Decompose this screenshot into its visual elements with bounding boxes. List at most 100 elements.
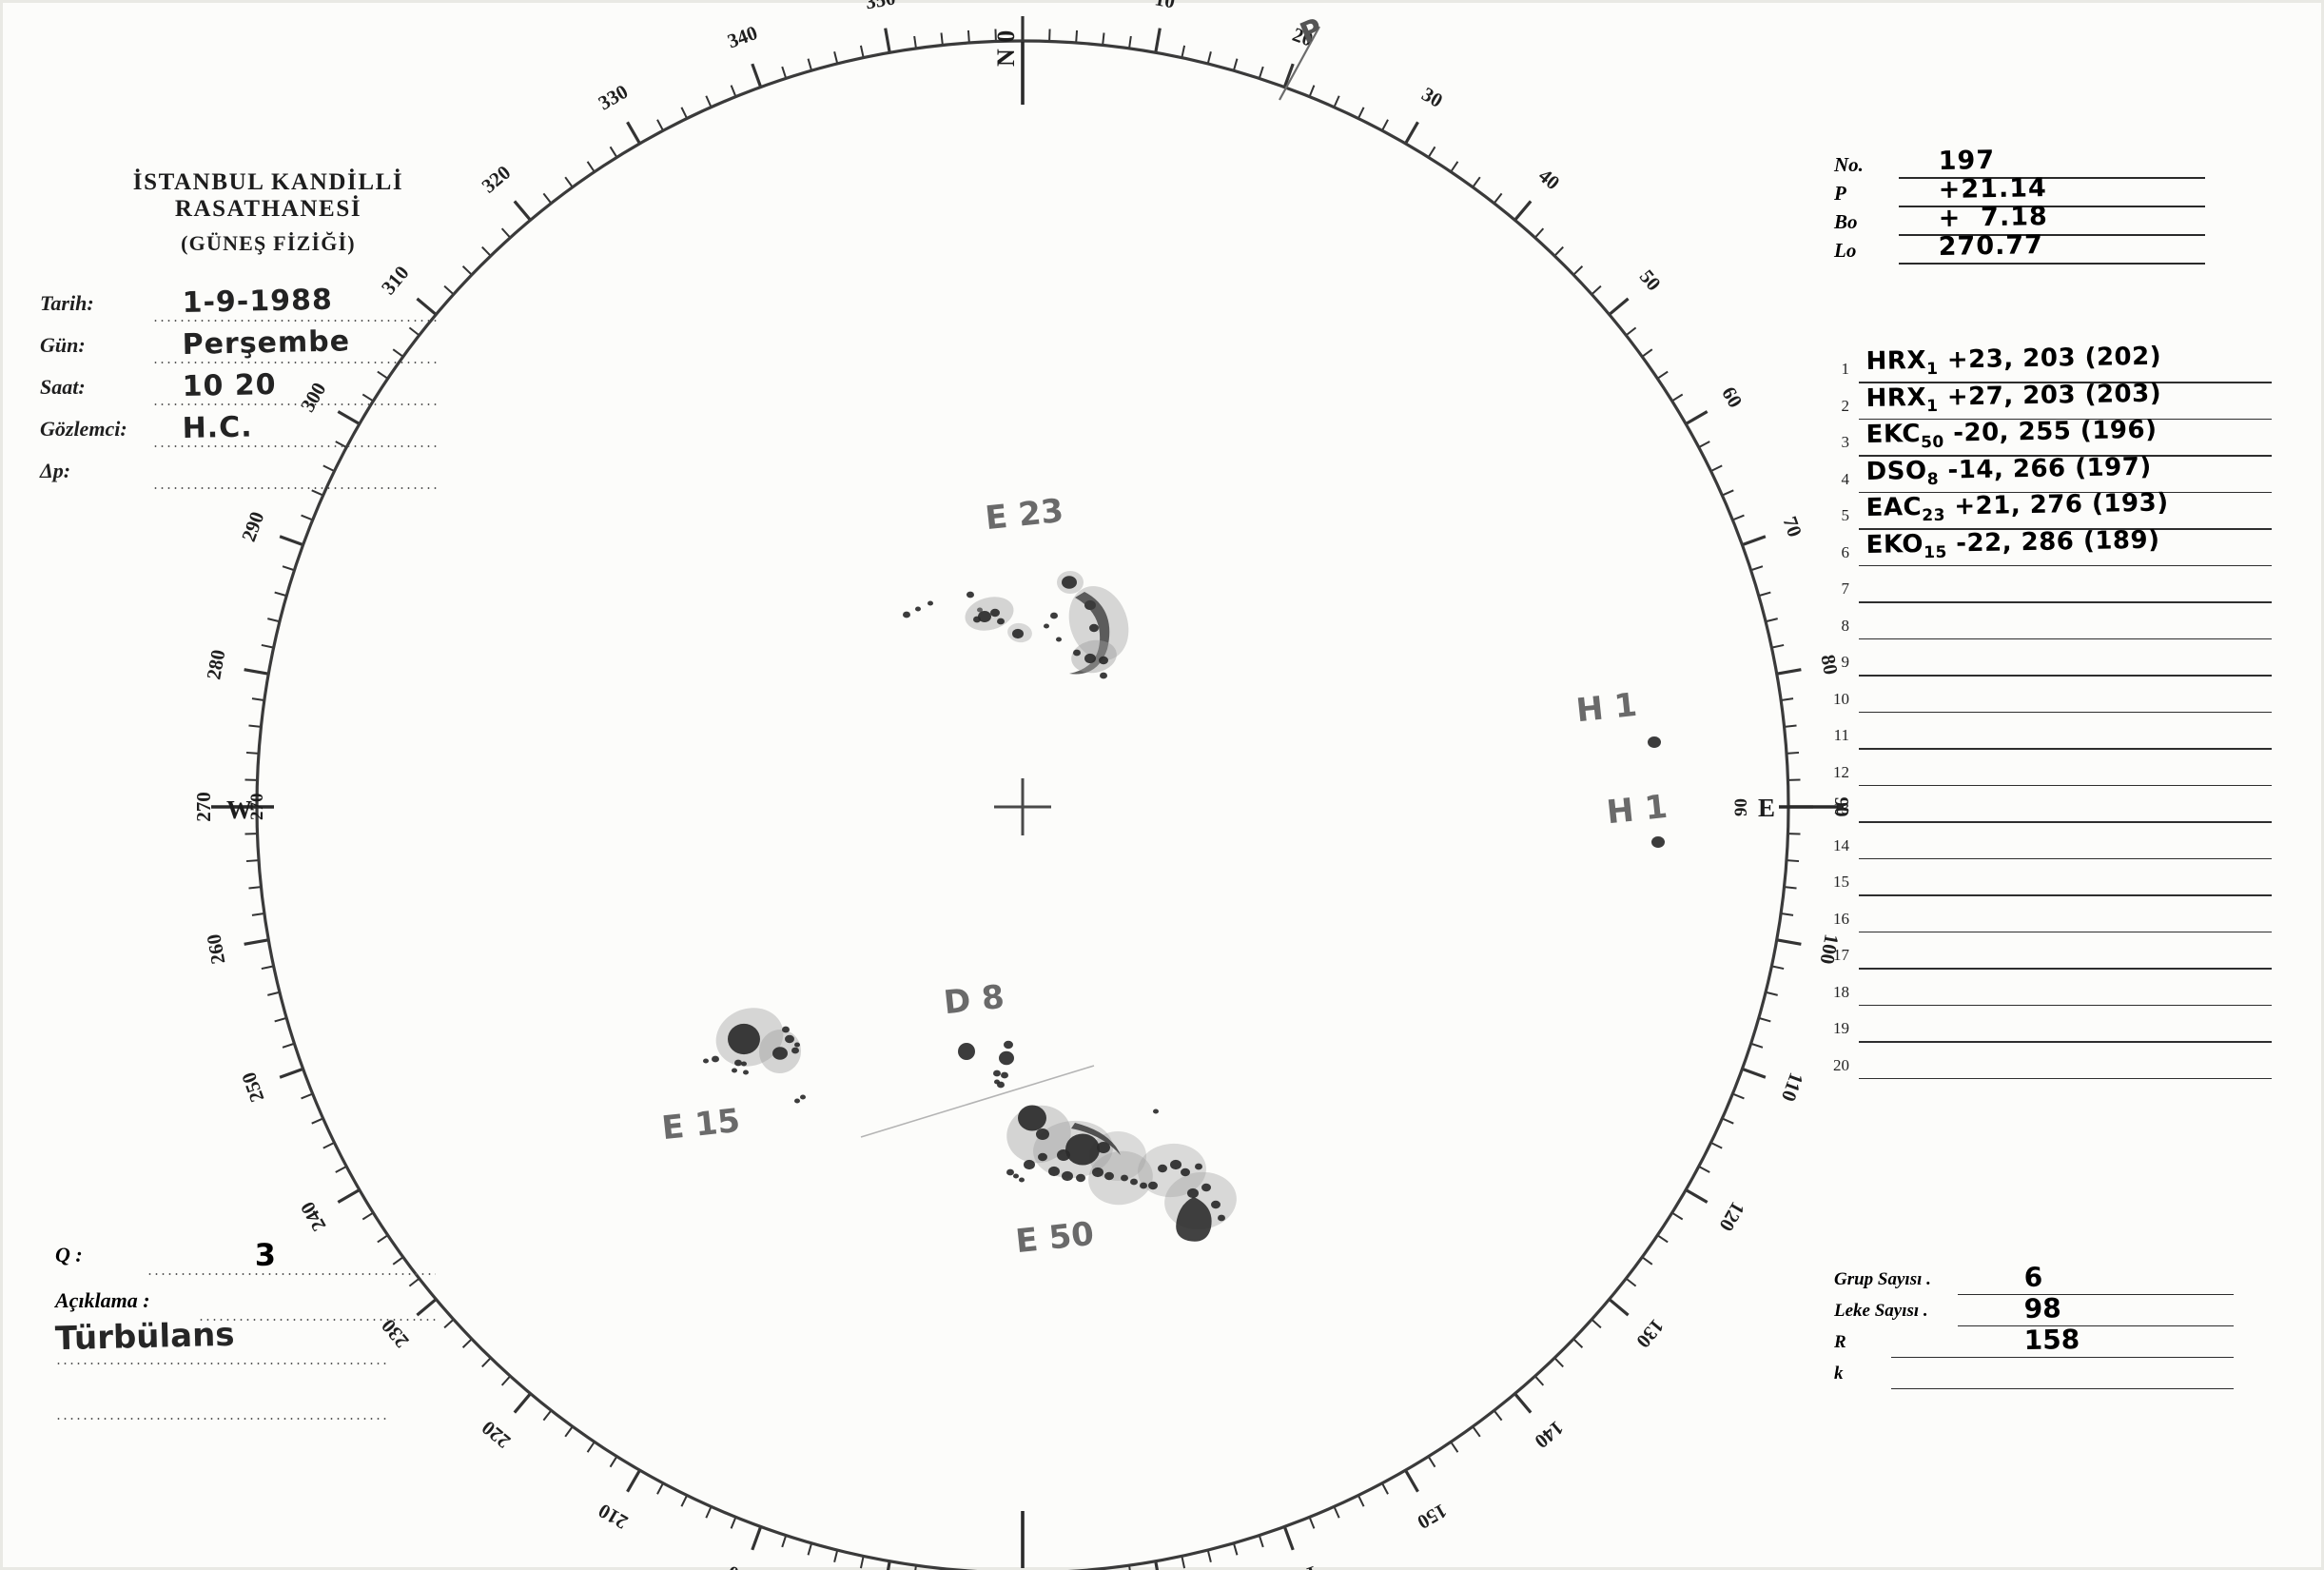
umbra (1153, 1109, 1159, 1114)
scale-tick (1427, 146, 1436, 158)
quality-value[interactable]: 3 (254, 1236, 277, 1273)
note-value[interactable]: Türbülans (54, 1315, 235, 1359)
quality-row-q: Q : 3 (55, 1237, 436, 1283)
group-rule (1859, 784, 2272, 786)
scale-tick (1381, 119, 1389, 131)
scale-label: 200 (725, 1561, 761, 1570)
observatory-name: İSTANBUL KANDİLLİ RASATHANESİ (132, 169, 404, 222)
pencil-guide-line (860, 1065, 1095, 1138)
umbra (712, 1055, 719, 1063)
group-entry[interactable]: DSO8 -14, 266 (197) (1865, 452, 2152, 489)
group-row-18: 18 (1825, 971, 2272, 1009)
summary-value[interactable]: 98 (2023, 1292, 2061, 1325)
group-entry[interactable]: EKC50 -20, 255 (196) (1865, 415, 2158, 453)
group-index: 19 (1833, 1019, 1849, 1037)
umbra (1158, 1164, 1167, 1173)
ephemeris-value[interactable]: 270.77 (1938, 230, 2044, 262)
scale-tick (282, 1042, 295, 1049)
group-row-7: 7 (1825, 568, 2272, 605)
disk-annotation-label: H 1 (1574, 686, 1639, 730)
record-field-label: Gözlemci: (40, 417, 127, 441)
summary-value[interactable]: 6 (2023, 1261, 2043, 1293)
group-entry[interactable]: HRX1 +27, 203 (203) (1865, 379, 2162, 416)
group-entry[interactable]: HRX1 +23, 203 (202) (1865, 342, 2162, 380)
record-field-value[interactable]: 10 20 (182, 367, 277, 403)
ephemeris-value[interactable]: +21.14 (1938, 173, 2048, 205)
group-row-15: 15 (1825, 861, 2272, 898)
umbra (1218, 1214, 1225, 1222)
group-row-13: 13 (1825, 788, 2272, 825)
ephemeris-rule (1899, 263, 2205, 265)
scale-tick (1732, 1092, 1745, 1100)
scale-tick (244, 668, 269, 676)
group-index: 16 (1833, 909, 1849, 928)
ephemeris-value[interactable]: + 7.18 (1938, 201, 2049, 233)
scale-tick (311, 1117, 324, 1125)
summary-rule (1958, 1325, 2234, 1326)
scale-tick (377, 370, 389, 380)
scale-tick (392, 348, 404, 358)
group-rule (1859, 894, 2272, 896)
group-entry[interactable]: EKO15 -22, 286 (189) (1865, 525, 2160, 562)
scale-tick (481, 245, 492, 257)
group-index: 12 (1833, 762, 1849, 781)
group-index: 1 (1841, 360, 1850, 378)
scale-tick (1514, 200, 1533, 222)
umbra (958, 1043, 975, 1060)
scale-tick (914, 1565, 917, 1570)
group-row-8: 8 (1825, 605, 2272, 642)
record-field-value[interactable]: Perşembe (182, 324, 351, 362)
scale-tick (1625, 326, 1637, 337)
group-index: 8 (1841, 616, 1850, 635)
group-rule (1859, 1041, 2272, 1043)
scale-tick (542, 1409, 553, 1422)
umbra (791, 1047, 799, 1054)
scale-tick (626, 121, 641, 145)
scale-tick (1533, 227, 1545, 239)
scale-tick (1750, 565, 1764, 572)
umbra (1211, 1200, 1221, 1209)
scale-tick (1786, 859, 1800, 863)
scale-tick (564, 176, 574, 188)
umbra (1148, 1181, 1158, 1190)
scale-tick (311, 489, 324, 497)
umbra (1013, 1173, 1019, 1179)
scale-tick (886, 1560, 891, 1570)
scale-tick (1493, 1409, 1503, 1422)
group-index: 2 (1841, 396, 1850, 415)
group-index: 17 (1833, 946, 1849, 964)
group-index: 3 (1841, 433, 1850, 451)
group-rule (1859, 857, 2272, 859)
record-field-1: Gün: Perşembe (40, 324, 439, 369)
group-rule (1859, 382, 2272, 383)
scale-tick (807, 1542, 813, 1556)
scale-tick (1758, 591, 1771, 598)
scale-tick (1685, 1188, 1709, 1204)
summary-value[interactable]: 158 (2023, 1323, 2080, 1356)
group-index: 20 (1833, 1055, 1849, 1074)
ephemeris-rule (1899, 234, 2205, 236)
record-field-rule (152, 320, 439, 322)
group-index: 14 (1833, 835, 1849, 854)
record-field-value[interactable]: 1-9-1988 (182, 283, 334, 320)
observatory-department: (GÜNEŞ FİZİĞİ) (181, 231, 356, 255)
scale-tick (245, 859, 260, 863)
sunspot-group-table: 1 HRX1 +23, 203 (202) 2 HRX1 +27, 203 (203)… (1825, 343, 2272, 1081)
umbra (993, 1070, 1001, 1077)
quality-dotted-rule (146, 1273, 436, 1275)
scale-tick (1206, 51, 1212, 65)
scale-tick (1741, 535, 1767, 547)
scale-tick (680, 107, 689, 119)
umbra (1062, 1170, 1073, 1182)
umbra (1018, 1105, 1046, 1131)
group-rule (1859, 1004, 2272, 1006)
scale-tick (461, 265, 473, 276)
record-field-value[interactable]: H.C. (182, 410, 253, 445)
scale-tick (1154, 1560, 1160, 1570)
scale-tick (1698, 1166, 1710, 1173)
scale-tick (1781, 697, 1794, 701)
group-entry[interactable]: EAC23 +21, 276 (193) (1865, 488, 2169, 526)
scale-tick (1333, 95, 1340, 108)
ephemeris-value[interactable]: 197 (1938, 145, 1996, 176)
scale-tick (1685, 410, 1709, 425)
